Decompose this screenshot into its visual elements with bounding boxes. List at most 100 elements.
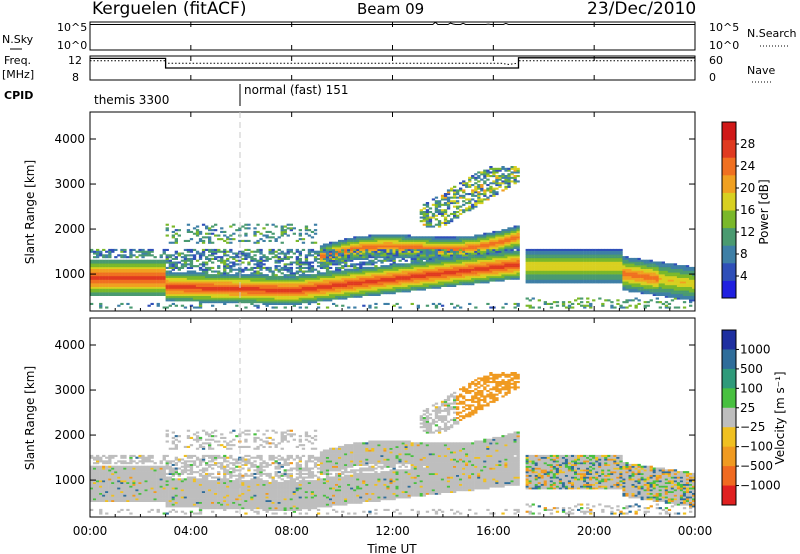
nsky-panel: N.Sky 10^5 10^0 10^5 10^0 N.Search: [2, 21, 797, 52]
power-cell: [211, 270, 215, 273]
power-cell: [344, 247, 348, 250]
power-cell: [404, 250, 408, 253]
power-cell: [359, 247, 363, 250]
power-cell: [474, 265, 478, 268]
power-cell: [471, 239, 475, 242]
power-cell: [338, 283, 342, 286]
power-cell: [223, 293, 227, 296]
power-cell: [274, 266, 278, 269]
power-cell: [189, 261, 194, 264]
power-cell: [477, 191, 481, 194]
power-cell: [132, 290, 136, 293]
power-cell: [120, 277, 124, 280]
power-cell: [156, 292, 160, 295]
power-cell: [425, 223, 430, 226]
power-cell: [310, 297, 315, 300]
power-cell: [117, 265, 121, 268]
power-cell: [319, 247, 324, 250]
power-cell: [292, 304, 296, 307]
power-cell: [144, 250, 148, 253]
power-cell: [129, 286, 133, 289]
power-cell: [459, 239, 463, 242]
power-cell: [407, 286, 411, 289]
power-cell: [534, 279, 538, 282]
power-cell: [322, 245, 327, 248]
power-cell: [332, 295, 336, 298]
power-cell: [416, 250, 420, 253]
power-cell: [108, 286, 112, 289]
power-cell: [283, 306, 287, 309]
power-cell: [425, 277, 430, 280]
power-cell: [217, 301, 221, 304]
power-cell: [371, 288, 375, 291]
power-cell: [510, 248, 514, 251]
power-cell: [404, 279, 408, 282]
power-cell: [389, 254, 393, 257]
power-cell: [286, 286, 290, 289]
power-cell: [271, 281, 275, 284]
power-cell: [90, 268, 94, 271]
power-cell: [344, 284, 348, 287]
power-cell: [410, 272, 414, 275]
power-cell: [168, 270, 172, 273]
power-cell: [465, 193, 469, 196]
power-cell: [356, 275, 360, 278]
power-cell: [392, 266, 396, 269]
power-cell: [280, 250, 284, 253]
power-cell: [580, 263, 584, 266]
power-cell: [389, 236, 393, 239]
power-cell: [610, 252, 614, 255]
power-cell: [431, 203, 436, 206]
power-cell: [238, 299, 242, 302]
power-cell: [446, 283, 451, 286]
power-cell: [486, 256, 490, 259]
power-cell: [316, 279, 321, 282]
power-cell: [401, 234, 405, 237]
power-cell: [477, 279, 481, 282]
power-cell: [186, 288, 191, 291]
power-cell: [419, 238, 423, 241]
power-cell: [407, 270, 411, 273]
power-cell: [392, 290, 396, 293]
power-cell: [205, 293, 209, 296]
power-cell: [168, 295, 172, 298]
power-cell: [283, 299, 287, 302]
power-cell: [153, 259, 157, 262]
power-cell: [171, 265, 175, 268]
power-cell: [425, 220, 430, 223]
power-cell: [280, 234, 284, 237]
power-cell: [459, 238, 463, 241]
power-cell: [474, 176, 478, 179]
freq-label-2: [MHz]: [2, 68, 34, 81]
power-cell: [301, 266, 306, 269]
power-cell: [268, 239, 272, 242]
power-cell: [365, 288, 369, 291]
power-cell: [425, 270, 430, 273]
power-cell: [528, 257, 532, 260]
power-cell: [265, 295, 269, 298]
power-cell: [510, 239, 514, 242]
power-cell: [571, 248, 575, 251]
power-cell: [359, 275, 363, 278]
power-cell: [419, 245, 423, 248]
power-cell: [459, 241, 463, 244]
power-cell: [208, 239, 212, 242]
power-cell: [256, 261, 260, 264]
power-cell: [99, 263, 103, 266]
power-cell: [392, 277, 396, 280]
power-cell: [102, 268, 106, 271]
power-cell: [129, 263, 133, 266]
power-cell: [353, 286, 357, 289]
power-cell: [564, 259, 569, 262]
power-cell: [468, 279, 472, 282]
power-cell: [604, 257, 608, 260]
power-cell: [126, 302, 130, 305]
power-cell: [537, 252, 541, 255]
power-cell: [392, 254, 396, 257]
power-cell: [380, 238, 384, 241]
power-cell: [226, 259, 230, 262]
power-cell: [159, 275, 163, 278]
power-cell: [186, 286, 191, 289]
power-cell: [525, 275, 529, 278]
